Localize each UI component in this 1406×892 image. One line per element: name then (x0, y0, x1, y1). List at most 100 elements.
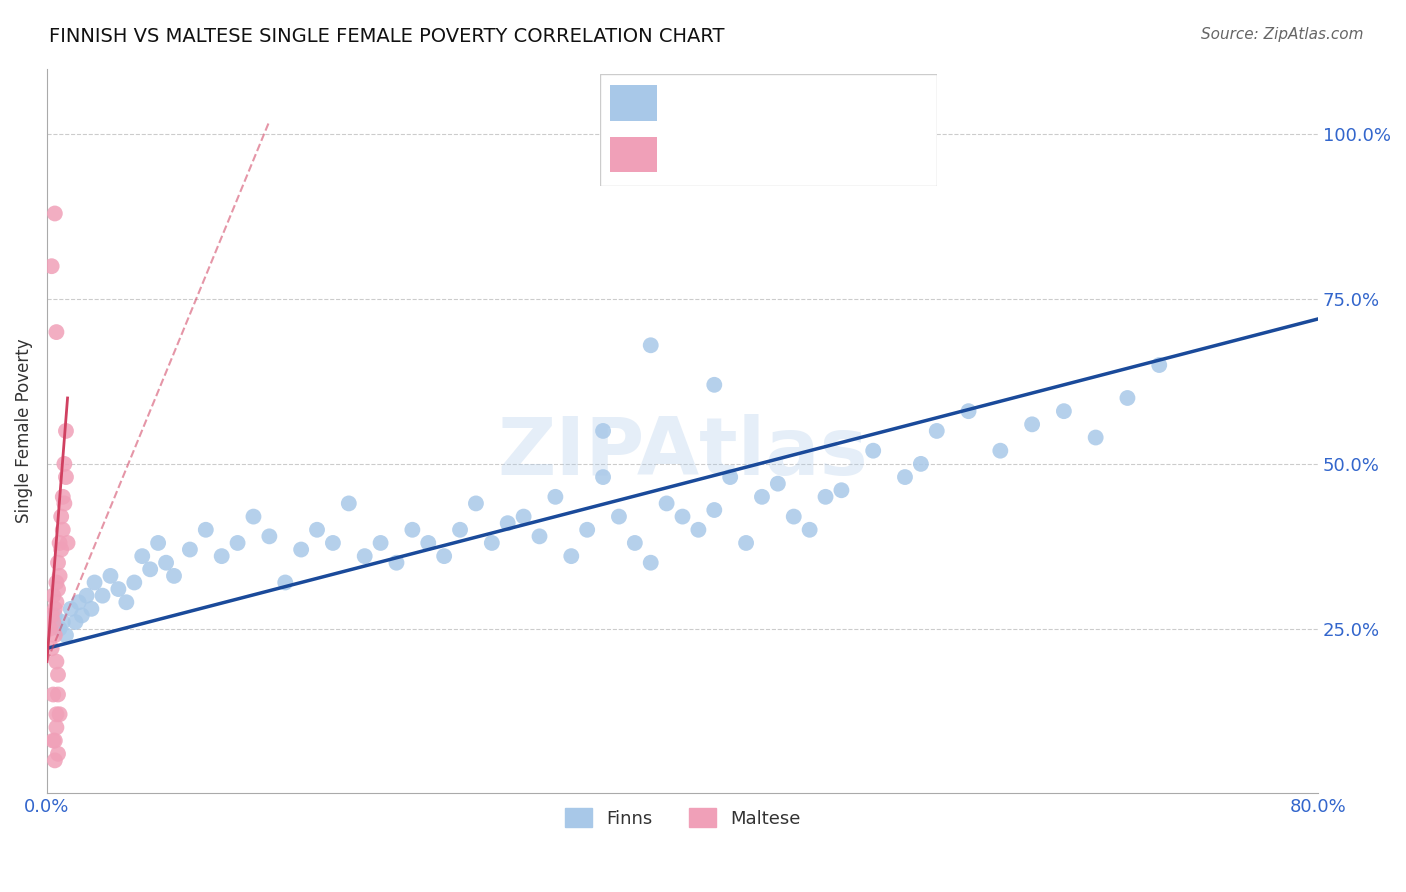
Point (512, 509, 534, 524)
Point (80, 602, 103, 616)
Point (44, 628, 66, 642)
Point (242, 509, 264, 524)
Point (45, 721, 67, 735)
Point (1116, 391, 1139, 405)
Point (640, 338, 662, 352)
Point (42, 688, 65, 702)
Point (70, 608, 93, 623)
Point (290, 542, 312, 557)
Point (1053, 404, 1076, 418)
Point (48, 536, 70, 550)
Point (163, 569, 186, 583)
Point (592, 470, 614, 484)
Y-axis label: Single Female Poverty: Single Female Poverty (15, 339, 32, 524)
Point (655, 496, 678, 510)
Point (322, 536, 344, 550)
Point (718, 470, 741, 484)
Point (139, 562, 162, 576)
Point (115, 595, 138, 609)
Point (735, 536, 758, 550)
Point (830, 483, 852, 498)
Point (862, 443, 884, 458)
Point (496, 516, 519, 531)
Point (41, 641, 63, 656)
Point (44, 608, 66, 623)
Point (45, 575, 67, 590)
Point (576, 523, 599, 537)
Point (44, 206, 66, 220)
Point (41, 259, 63, 273)
Point (353, 549, 375, 563)
Point (560, 549, 582, 563)
Point (337, 496, 360, 510)
Point (1021, 417, 1043, 432)
Point (783, 509, 806, 524)
Point (155, 556, 177, 570)
Point (688, 523, 710, 537)
Point (1084, 430, 1107, 444)
Point (46, 582, 69, 596)
Point (51, 509, 73, 524)
Point (624, 536, 647, 550)
Point (51, 542, 73, 557)
Point (259, 529, 281, 543)
Point (814, 490, 837, 504)
Point (194, 523, 217, 537)
Point (45, 595, 67, 609)
Point (957, 404, 980, 418)
Point (640, 556, 662, 570)
Point (59, 602, 82, 616)
Point (42, 733, 65, 747)
Point (42, 615, 65, 629)
Point (910, 457, 932, 471)
Point (894, 470, 917, 484)
Point (52, 490, 75, 504)
Point (46, 667, 69, 681)
Point (45, 325, 67, 339)
Point (42, 589, 65, 603)
Point (1147, 358, 1170, 372)
Point (988, 443, 1011, 458)
Point (107, 582, 129, 596)
Point (124, 575, 146, 590)
Point (799, 523, 821, 537)
Point (925, 424, 948, 438)
Point (274, 575, 297, 590)
Point (370, 536, 392, 550)
Point (211, 549, 233, 563)
Point (55, 470, 77, 484)
Point (146, 536, 169, 550)
Point (703, 503, 725, 517)
Point (751, 490, 773, 504)
Point (703, 377, 725, 392)
Point (100, 569, 122, 583)
Point (52, 615, 75, 629)
Point (433, 549, 456, 563)
Point (53, 457, 76, 471)
Point (544, 490, 567, 504)
Point (481, 536, 503, 550)
Point (83, 575, 105, 590)
Text: ZIPAtlas: ZIPAtlas (498, 414, 868, 491)
Point (76, 589, 98, 603)
Point (465, 496, 488, 510)
Point (45, 707, 67, 722)
Point (592, 424, 614, 438)
Point (449, 523, 471, 537)
Point (44, 753, 66, 767)
Point (67, 595, 90, 609)
Point (305, 523, 328, 537)
Legend: Finns, Maltese: Finns, Maltese (557, 801, 807, 835)
Point (179, 542, 201, 557)
Point (65, 615, 87, 629)
Point (131, 549, 153, 563)
Point (226, 536, 249, 550)
Point (41, 608, 63, 623)
Text: FINNISH VS MALTESE SINGLE FEMALE POVERTY CORRELATION CHART: FINNISH VS MALTESE SINGLE FEMALE POVERTY… (49, 27, 724, 45)
Point (55, 424, 77, 438)
Point (385, 556, 408, 570)
Point (48, 569, 70, 583)
Point (55, 628, 77, 642)
Point (48, 622, 70, 636)
Point (418, 536, 440, 550)
